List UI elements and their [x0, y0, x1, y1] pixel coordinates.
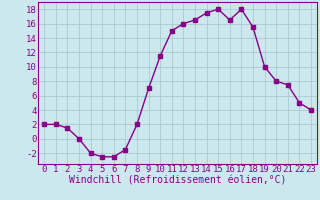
X-axis label: Windchill (Refroidissement éolien,°C): Windchill (Refroidissement éolien,°C) — [69, 176, 286, 186]
